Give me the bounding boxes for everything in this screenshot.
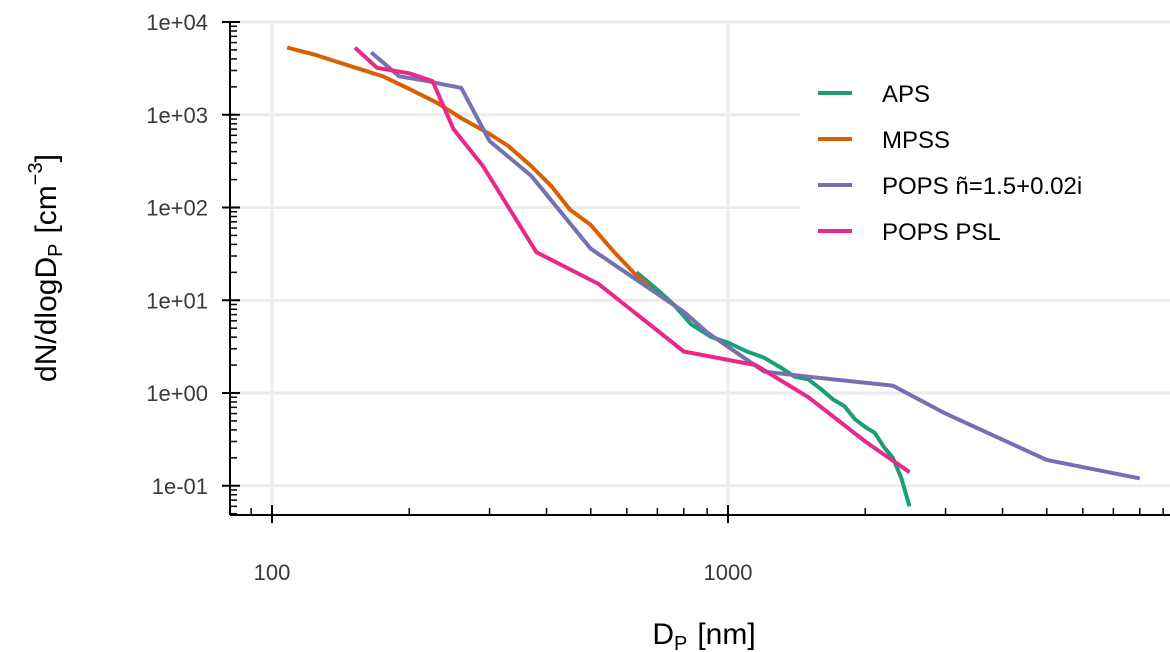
x-axis-title: DP [nm] — [652, 618, 755, 652]
y-axis-title-unit-sup: −3 — [25, 162, 47, 185]
y-axis-title-unit-post: ] — [30, 154, 63, 162]
y-tick-label: 1e+01 — [146, 288, 208, 313]
y-tick-label: 1e+04 — [146, 10, 208, 35]
ticks: 1e+04 1e+03 1e+02 1e+01 1e+00 1e-01 100 1000 — [146, 10, 1164, 585]
series-line-1 — [286, 45, 653, 292]
y-axis-title-base: dN/dlogD — [30, 257, 63, 382]
legend-label: POPS ñ=1.5+0.02i — [882, 173, 1082, 200]
y-tick-label: 1e+00 — [146, 381, 208, 406]
series-line-3 — [353, 46, 911, 474]
y-tick-label: 1e+02 — [146, 196, 208, 221]
plot-lines — [286, 45, 1141, 507]
y-tick-label: 1e+03 — [146, 103, 208, 128]
y-axis-title-unit-pre: [cm — [30, 185, 63, 233]
y-axis-title-sub: P — [45, 244, 67, 257]
x-axis-title-base: D — [652, 618, 674, 651]
series-line-0 — [635, 270, 912, 507]
x-axis-title-unit: [nm] — [697, 618, 755, 651]
grid — [230, 20, 1170, 515]
y-tick-label: 1e-01 — [152, 474, 208, 499]
legend-label: APS — [882, 81, 930, 108]
legend-label: MPSS — [882, 127, 950, 154]
x-tick-label: 100 — [254, 560, 291, 585]
legend: APS MPSS POPS ñ=1.5+0.02i POPS PSL — [800, 68, 1170, 268]
x-axis-title-sub: P — [674, 633, 687, 652]
y-axis-title: dN/dlogDP [cm−3] — [25, 154, 67, 382]
x-tick-label: 1000 — [704, 560, 753, 585]
legend-label: POPS PSL — [882, 219, 1001, 246]
series-line-2 — [369, 50, 1141, 481]
axes — [229, 22, 1170, 516]
legend-background — [800, 68, 1170, 268]
